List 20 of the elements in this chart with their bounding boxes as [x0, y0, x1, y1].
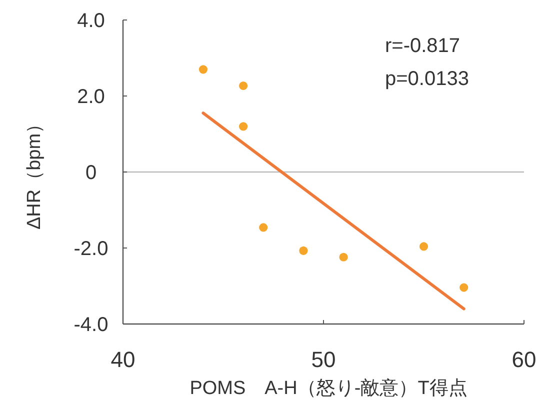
point — [299, 246, 308, 255]
point — [198, 65, 208, 74]
point — [239, 122, 248, 131]
annotation: p=0.0133 — [385, 68, 469, 90]
point — [419, 242, 428, 251]
y-tick-label: -4.0 — [74, 314, 108, 336]
x-axis-title: POMS A-H（怒り-敵意）T得点 — [190, 378, 468, 399]
y-tick-label: 2.0 — [77, 86, 105, 108]
x-tick-label: 60 — [512, 347, 536, 372]
y-tick-label: 0 — [85, 162, 97, 184]
point — [339, 252, 348, 262]
point — [259, 223, 268, 232]
y-tick-label: -2.0 — [74, 238, 108, 260]
x-tick-label: 40 — [110, 347, 136, 372]
point — [460, 283, 468, 292]
y-axis-title: ΔHR（bpm） — [24, 114, 45, 230]
y-tick-label: 4.0 — [77, 10, 105, 32]
point — [239, 81, 248, 90]
x-tick-label: 50 — [311, 347, 336, 372]
annotation: r=-0.817 — [385, 35, 460, 57]
